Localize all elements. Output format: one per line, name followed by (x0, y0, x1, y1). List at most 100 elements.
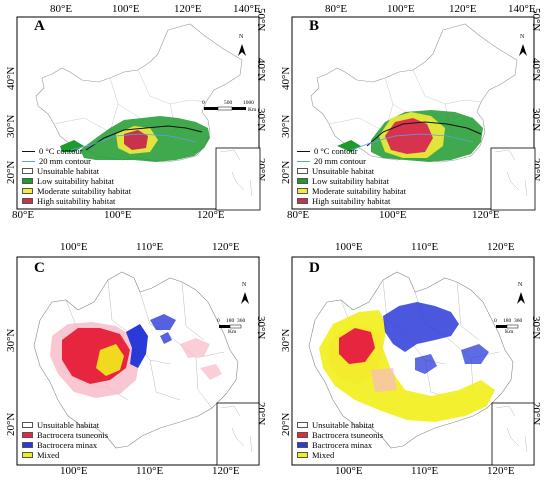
legend-item: Mixed (37, 450, 60, 460)
scale-km: Km (228, 329, 237, 335)
bottom-tick: 100°E (335, 465, 363, 477)
legend-item: Bactrocera tsuneonis (312, 430, 384, 440)
legend-item: 0 °C contour (39, 146, 83, 156)
top-tick: 140°E (233, 3, 261, 15)
bottom-tick: 120°E (197, 209, 225, 221)
top-tick: 100°E (112, 3, 140, 15)
panel-letter: B (309, 18, 320, 34)
legend-item: High suitability habitat (312, 196, 391, 206)
legend-item: High suitability habitat (37, 196, 116, 206)
legend-item: Bactrocera minax (37, 440, 98, 450)
map-b (291, 16, 536, 211)
tsuneonis-region (339, 328, 375, 364)
scale-360: 360 (514, 318, 523, 324)
north-label: N (518, 282, 523, 288)
bottom-tick: 110°E (411, 465, 439, 477)
low-west-patch (60, 140, 84, 152)
bottom-tick: 80°E (287, 209, 310, 221)
contour-0c (366, 121, 482, 147)
legend-item: Unsuitable habitat (312, 420, 375, 430)
high-suitability-region (385, 118, 433, 154)
legend-c: Unsuitable habitat Bactrocera tsuneonis … (22, 420, 108, 460)
panel-letter: D (309, 260, 320, 276)
bottom-tick: 80°E (12, 209, 35, 221)
legend-item: Low suitability habitat (37, 176, 114, 186)
scale-0: 0 (217, 318, 220, 324)
top-tick: 120°E (449, 3, 477, 15)
top-tick: 120°E (174, 3, 202, 15)
panel-letter: A (34, 18, 45, 34)
legend-item: 20 mm contour (314, 156, 366, 166)
scale-1000: 1000 (243, 100, 254, 106)
top-tick: 120°E (487, 241, 515, 253)
legend-d: Unsuitable habitat Bactrocera tsuneonis … (297, 420, 383, 460)
panel-c: 100°E 110°E 120°E 100°E 110°E 120°E 30°N… (0, 240, 275, 481)
map-d (291, 256, 535, 466)
contour-0c (85, 125, 203, 151)
contour-20mm (350, 133, 474, 151)
study-area-outline (33, 271, 239, 449)
north-arrow-icon (519, 44, 527, 56)
bottom-tick: 120°E (472, 209, 500, 221)
legend-item: Low suitability habitat (312, 176, 389, 186)
scale-500: 500 (224, 100, 233, 106)
top-tick: 80°E (50, 3, 73, 15)
scale-180: 180 (226, 318, 235, 324)
north-label: N (520, 34, 525, 40)
top-tick: 100°E (60, 241, 88, 253)
top-tick: 80°E (325, 3, 348, 15)
bottom-tick: 120°E (212, 465, 240, 477)
legend-item: Bactrocera tsuneonis (37, 430, 109, 440)
south-china-sea-inset (490, 147, 536, 211)
bottom-tick: 100°E (379, 209, 407, 221)
north-label: N (242, 282, 247, 288)
top-tick: 110°E (411, 241, 439, 253)
country-outline (310, 23, 518, 163)
south-china-sea-inset (215, 147, 261, 211)
scale-0: 0 (494, 318, 497, 324)
study-area-outline (308, 271, 514, 449)
legend-item: Unsuitable habitat (37, 420, 100, 430)
north-label: N (239, 34, 244, 40)
scale-km: Km (505, 329, 514, 335)
legend-b: 0 °C contour 20 mm contour Unsuitable ha… (297, 146, 406, 206)
panel-d: 100°E 110°E 120°E 100°E 110°E 120°E 30°N… (275, 240, 550, 481)
minax-region (126, 324, 148, 368)
legend-item: Unsuitable habitat (312, 166, 375, 176)
scale-180: 180 (503, 318, 512, 324)
top-tick: 100°E (335, 241, 363, 253)
panel-letter: C (34, 260, 45, 276)
panel-b: 80°E 100°E 120°E 140°E 80°E 100°E 120°E … (275, 0, 550, 240)
map-c (16, 256, 260, 466)
top-tick: 120°E (212, 241, 240, 253)
south-china-sea-inset (491, 402, 535, 466)
top-tick: 100°E (387, 3, 415, 15)
bottom-tick: 100°E (60, 465, 88, 477)
top-tick: 110°E (136, 241, 164, 253)
bottom-tick: 100°E (104, 209, 132, 221)
south-china-sea-inset (216, 402, 260, 466)
scale-0: 0 (202, 100, 205, 106)
bottom-tick: 110°E (136, 465, 164, 477)
legend-item: Moderate suitability habitat (312, 186, 406, 196)
top-tick: 140°E (508, 3, 536, 15)
legend-item: Unsuitable habitat (37, 166, 100, 176)
scale-360: 360 (237, 318, 246, 324)
north-arrow-icon (517, 292, 525, 304)
minax-region (383, 302, 459, 352)
map-a (16, 16, 261, 211)
north-arrow-icon (241, 292, 249, 304)
bottom-tick: 120°E (487, 465, 515, 477)
legend-item: Bactrocera minax (312, 440, 373, 450)
legend-item: Moderate suitability habitat (37, 186, 131, 196)
legend-item: Mixed (312, 450, 335, 460)
low-west-patch (337, 140, 361, 152)
mixed-region (96, 344, 124, 376)
legend-a: 0 °C contour 20 mm contour Unsuitable ha… (22, 146, 131, 206)
legend-item: 0 °C contour (314, 146, 358, 156)
legend-item: 20 mm contour (39, 156, 91, 166)
scale-km: Km (248, 107, 257, 113)
contour-20mm (69, 133, 197, 151)
north-arrow-icon (238, 44, 246, 56)
panel-a: 80°E 100°E 120°E 140°E 80°E 100°E 120°E … (0, 0, 275, 240)
